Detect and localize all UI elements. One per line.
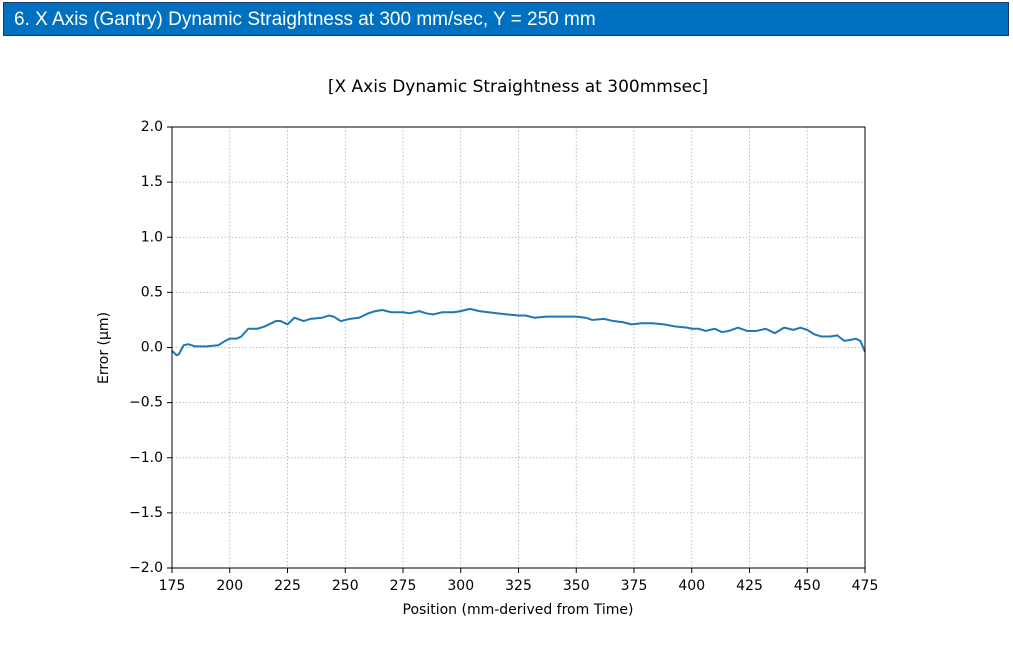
- x-tick-label: 375: [621, 578, 648, 594]
- y-tick-label: −1.0: [129, 450, 163, 466]
- x-tick-label: 275: [390, 578, 417, 594]
- y-tick-label: 0.0: [141, 340, 163, 356]
- x-tick-label: 475: [852, 578, 879, 594]
- y-tick-label: −0.5: [129, 395, 163, 411]
- x-tick-label: 425: [736, 578, 763, 594]
- x-tick-label: 225: [274, 578, 301, 594]
- x-tick-label: 250: [332, 578, 359, 594]
- x-tick-label: 350: [563, 578, 590, 594]
- x-tick-label: 325: [505, 578, 532, 594]
- section-header: 6. X Axis (Gantry) Dynamic Straightness …: [3, 2, 1009, 36]
- x-tick-label: 300: [447, 578, 474, 594]
- y-axis-label: Error (µm): [96, 312, 112, 384]
- y-tick-label: 0.5: [141, 284, 163, 300]
- x-tick-label: 175: [159, 578, 186, 594]
- data-line: [171, 307, 866, 357]
- y-tick-label: 1.5: [141, 174, 163, 190]
- plot-frame: [171, 126, 866, 569]
- x-tick-label: 200: [216, 578, 243, 594]
- x-tick-label: 450: [794, 578, 821, 594]
- chart-title: [X Axis Dynamic Straightness at 300mmsec…: [328, 77, 708, 97]
- x-axis-label: Position (mm-derived from Time): [403, 602, 634, 618]
- x-tick-label: 400: [678, 578, 705, 594]
- y-tick-label: −1.5: [129, 505, 163, 521]
- y-tick-label: 1.0: [141, 229, 163, 245]
- y-tick-label: 2.0: [141, 119, 163, 135]
- y-tick-label: −2.0: [129, 560, 163, 576]
